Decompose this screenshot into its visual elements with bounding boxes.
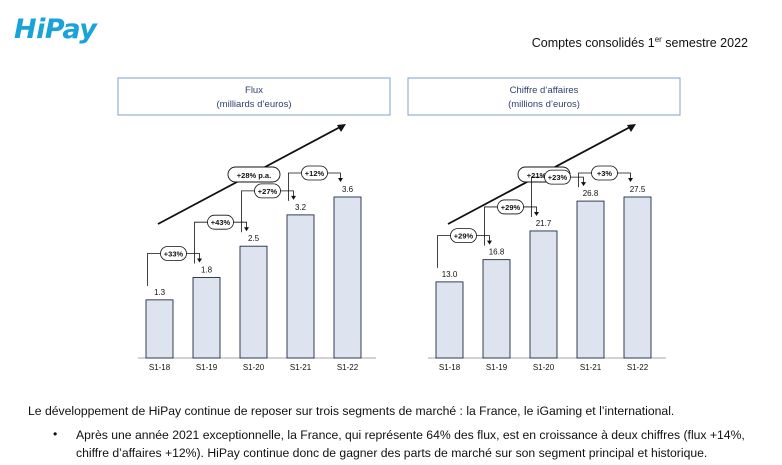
bar [239, 245, 268, 359]
flux-chart: Flux (milliards d’euros) +28% p.a. 1.3 S1-18… [117, 77, 391, 372]
growth-label: +29% [454, 232, 474, 241]
x-tick-label: S1-20 [533, 363, 555, 372]
bar [435, 281, 464, 359]
growth-label: +27% [258, 187, 278, 196]
growth-label: +33% [164, 250, 184, 259]
chart-title-box [407, 77, 681, 116]
x-tick-label: S1-19 [486, 363, 508, 372]
growth-badge [544, 169, 571, 185]
x-tick-label: S1-21 [290, 363, 312, 372]
bullet-paragraph: Après une année 2021 exceptionnelle, la … [76, 428, 745, 460]
x-tick-label: S1-18 [149, 363, 171, 372]
growth-label: +3% [597, 169, 613, 178]
chart-subtitle: (millions d’euros) [508, 99, 580, 110]
bar-value-label: 16.8 [489, 248, 505, 257]
bar-value-label: 27.5 [630, 185, 646, 194]
x-tick-label: S1-20 [243, 363, 265, 372]
hipay-logo: HiPay [14, 14, 97, 45]
growth-arrow-head [197, 258, 202, 263]
bar [286, 214, 315, 359]
growth-badge [301, 165, 328, 181]
growth-label: +23% [548, 173, 568, 182]
bar-value-label: 2.5 [248, 234, 260, 243]
trend-arrow-head [337, 124, 346, 132]
cagr-label: +21% p.a. [527, 171, 561, 180]
bar-value-label: 21.7 [536, 219, 552, 228]
bar [192, 277, 221, 359]
growth-badge [254, 183, 281, 199]
growth-arrow-head [291, 195, 296, 200]
bar-value-label: 3.2 [295, 203, 307, 212]
bar [145, 299, 174, 359]
bar-value-label: 13.0 [442, 270, 458, 279]
growth-label: +29% [501, 203, 521, 212]
bar [623, 196, 652, 359]
body-paragraph: Le développement de HiPay continue de re… [28, 404, 675, 418]
x-tick-label: S1-21 [580, 363, 602, 372]
bar-value-label: 26.8 [583, 189, 599, 198]
trend-arrow-head [627, 124, 636, 132]
x-tick-label: S1-22 [337, 363, 359, 372]
growth-arrow-head [534, 211, 539, 216]
bar [333, 196, 362, 359]
growth-label: +12% [305, 169, 325, 178]
growth-badge [591, 165, 618, 181]
page-header-title: Comptes consolidés 1er semestre 2022 [531, 35, 748, 51]
bar-value-label: 1.8 [201, 266, 213, 275]
bar [529, 230, 558, 359]
bullet-symbol: • [53, 427, 58, 441]
growth-label: +43% [211, 218, 231, 227]
cagr-label: +28% p.a. [237, 171, 271, 180]
growth-badge [160, 246, 187, 261]
growth-badge [207, 214, 234, 230]
growth-arrow-head [244, 227, 249, 232]
growth-arrow-head [581, 182, 586, 187]
chart-subtitle: (milliards d’euros) [217, 99, 292, 110]
bar-value-label: 3.6 [342, 185, 354, 194]
growth-arrow-head [628, 178, 633, 182]
chart-title: Chiffre d’affaires [510, 85, 579, 96]
cagr-badge [227, 166, 281, 183]
chart-title-box [117, 77, 391, 116]
growth-arrow-head [487, 240, 492, 245]
revenue-chart: Chiffre d’affaires (millions d’euros) +21%… [407, 77, 681, 372]
x-tick-label: S1-18 [439, 363, 461, 372]
bar [482, 259, 511, 359]
x-tick-label: S1-19 [196, 363, 218, 372]
chart-title: Flux [245, 85, 263, 96]
x-tick-label: S1-22 [627, 363, 649, 372]
growth-badge [450, 228, 477, 244]
bar-value-label: 1.3 [154, 288, 166, 297]
bar [576, 200, 605, 359]
growth-arrow-head [338, 178, 343, 182]
growth-badge [497, 199, 524, 215]
